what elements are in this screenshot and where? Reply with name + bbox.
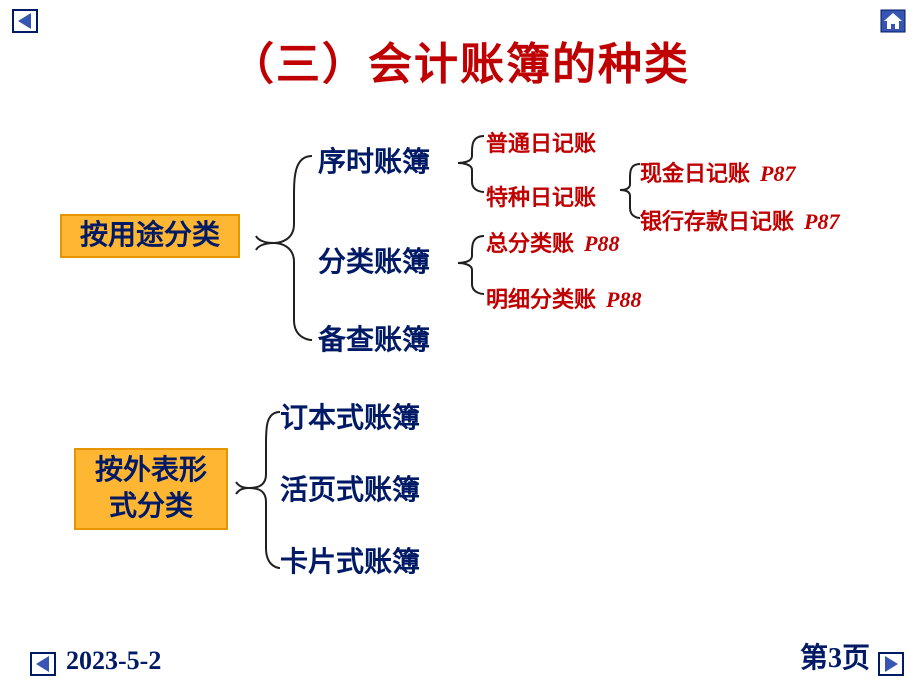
bracket-seq: [448, 120, 486, 206]
leaf-cash-journal-page: P87: [760, 161, 795, 186]
leaf-bank-journal-page: P87: [804, 209, 839, 234]
leaf-cash-journal: 现金日记账 P87: [640, 156, 795, 188]
leaf-bank-journal-text: 银行存款日记账: [640, 209, 794, 234]
prev-slide-button-bottom[interactable]: [30, 652, 56, 676]
leaf-general-ledger-page: P88: [584, 231, 619, 256]
leaf-general-ledger-text: 总分类账: [486, 231, 574, 256]
node-loose: 活页式账簿: [280, 468, 420, 508]
leaf-detail-ledger: 明细分类账 P88: [486, 282, 641, 314]
node-classified: 分类账簿: [318, 240, 430, 280]
bracket-class: [448, 220, 486, 308]
node-card: 卡片式账簿: [280, 540, 420, 580]
footer-date: 2023-5-2: [66, 646, 161, 676]
category-by-form: 按外表形式分类: [74, 448, 228, 530]
footer-page: 第3页: [800, 636, 870, 676]
leaf-detail-ledger-text: 明细分类账: [486, 287, 596, 312]
bracket-usage: [244, 128, 316, 358]
bracket-special: [614, 150, 642, 230]
slide-title: （三）会计账簿的种类: [0, 28, 920, 92]
leaf-general-ledger: 总分类账 P88: [486, 226, 619, 258]
leaf-cash-journal-text: 现金日记账: [640, 161, 750, 186]
node-memo: 备查账簿: [318, 318, 430, 358]
node-bound: 订本式账簿: [280, 396, 420, 436]
leaf-detail-ledger-page: P88: [606, 287, 641, 312]
next-slide-button[interactable]: [878, 652, 904, 676]
leaf-bank-journal: 银行存款日记账 P87: [640, 204, 839, 236]
category-by-usage: 按用途分类: [60, 214, 240, 258]
leaf-ordinary-journal: 普通日记账: [486, 126, 596, 158]
node-sequential: 序时账簿: [318, 140, 430, 180]
bracket-form: [232, 388, 284, 588]
leaf-special-journal: 特种日记账: [486, 180, 596, 212]
